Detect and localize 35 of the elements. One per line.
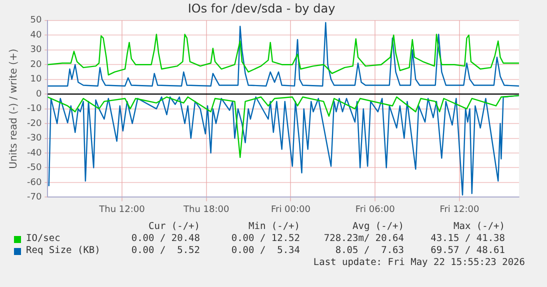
y-tick-label: -10 [26,104,42,114]
text: 8.05 / 7.63 [335,245,404,256]
y-tick-label: -30 [26,134,42,144]
y-tick-label: -50 [26,163,42,174]
y-axis-title: Units read (-) / write (+) [8,48,20,169]
text: Max (-/+) [454,221,505,232]
x-tick-label: Thu 18:00 [182,204,230,215]
y-tick-label: 30 [30,45,42,56]
text: 0.00 / 5.52 [131,245,200,256]
x-tick-label: Fri 12:00 [440,204,480,215]
y-tick-label: -40 [26,148,42,158]
x-tick-label: Thu 12:00 [98,204,146,215]
x-tick-label: Fri 06:00 [355,204,396,215]
y-tick-label: 10 [30,74,42,85]
y-tick-label: -70 [26,192,42,203]
text: 69.57 / 48.61 [430,245,505,256]
text: 0.00 / 5.34 [231,245,300,256]
y-tick-label: 40 [30,30,42,40]
y-tick-label: 50 [30,16,42,26]
text: Avg (-/+) [352,221,404,232]
text: 0.00 / 20.48 [131,233,200,244]
y-tick-label: -20 [26,118,42,129]
text: Cur (-/+) [148,221,200,232]
text: 0.00 / 12.52 [231,233,300,244]
text: Min (-/+) [248,221,300,232]
legend-label: IO/sec [26,233,60,244]
legend-label: Req Size (KB) [26,245,100,256]
y-tick-label: 20 [30,60,42,70]
y-tick-label: -60 [26,178,42,188]
y-tick-label: 0 [36,89,42,100]
text: 728.23m/ 20.64 [324,233,404,244]
text: Last update: Fri May 22 15:55:23 2026 [313,257,525,268]
chart-title: IOs for /dev/sda - by day [188,1,336,16]
x-tick-label: Fri 00:00 [270,204,311,215]
text: 43.15 / 41.38 [430,233,505,244]
